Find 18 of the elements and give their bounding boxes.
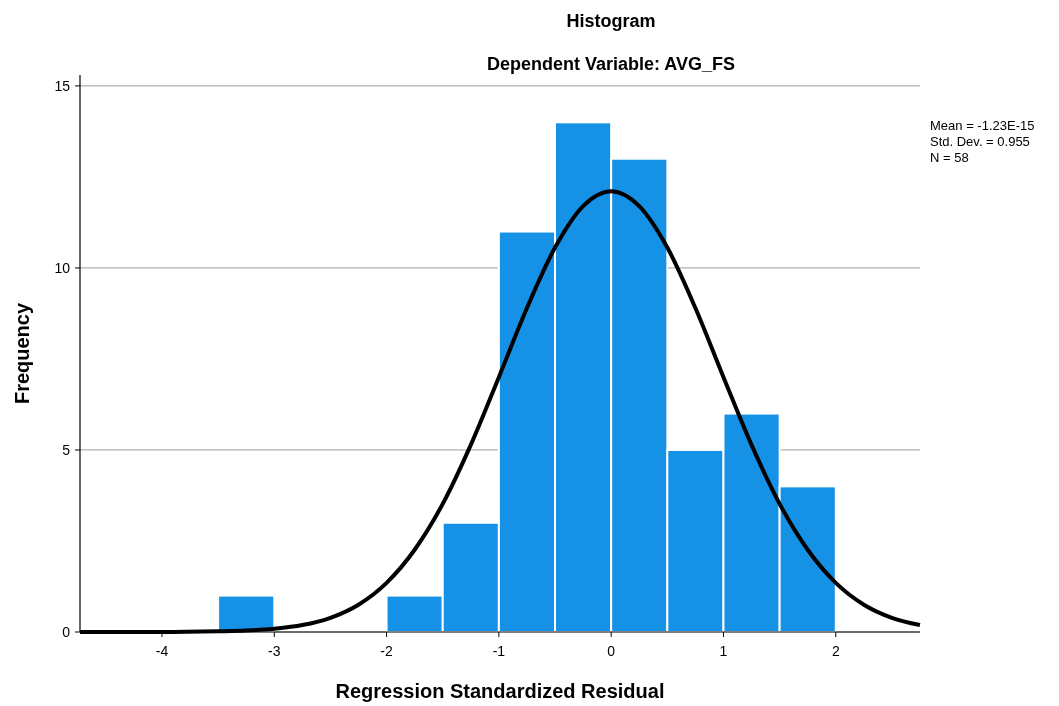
x-tick-label: -4: [155, 643, 169, 659]
x-tick-label: -2: [380, 643, 394, 659]
y-tick-label: 5: [62, 441, 71, 458]
x-tick-label: -1: [492, 643, 506, 659]
x-tick-label: 2: [831, 643, 840, 659]
x-tick-label: -3: [268, 643, 281, 659]
text: N = 58: [930, 150, 969, 165]
y-tick-label: 15: [54, 77, 71, 94]
text: Mean = -1.23E-15: [930, 118, 1035, 133]
y-tick-label: 0: [62, 623, 71, 640]
x-tick-label: 1: [719, 643, 728, 659]
y-tick-label: 10: [54, 259, 71, 276]
y-axis-title: Frequency: [11, 302, 33, 405]
text: Std. Dev. = 0.955: [930, 134, 1030, 149]
chart-subtitle: Dependent Variable: AVG_FS: [486, 54, 736, 74]
x-tick-label: 0: [607, 643, 616, 659]
chart-title: Histogram: [566, 11, 656, 31]
x-axis-title: Regression Standardized Residual: [335, 680, 665, 702]
